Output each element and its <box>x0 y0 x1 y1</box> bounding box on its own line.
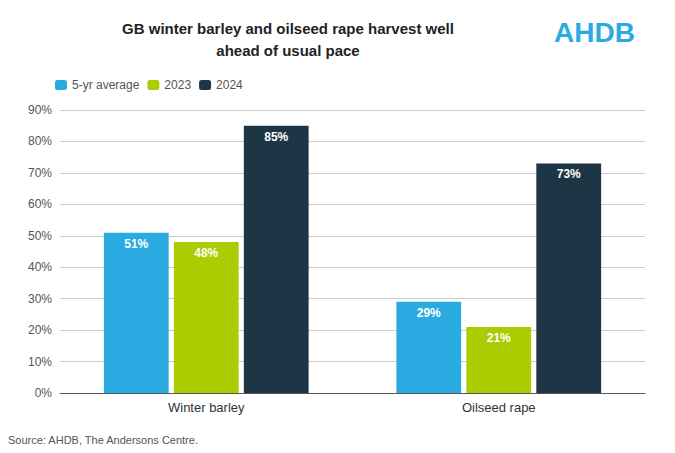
svg-text:AHDB: AHDB <box>554 17 635 48</box>
svg-text:21%: 21% <box>487 331 511 345</box>
svg-text:70%: 70% <box>28 166 52 180</box>
svg-text:2023: 2023 <box>164 78 191 92</box>
svg-text:60%: 60% <box>28 197 52 211</box>
svg-text:10%: 10% <box>28 355 52 369</box>
svg-text:Source: AHDB, The Andersons Ce: Source: AHDB, The Andersons Centre. <box>8 434 198 446</box>
svg-text:2024: 2024 <box>216 78 243 92</box>
svg-text:85%: 85% <box>264 130 288 144</box>
svg-text:ahead of usual pace: ahead of usual pace <box>216 42 359 59</box>
svg-text:40%: 40% <box>28 260 52 274</box>
svg-text:48%: 48% <box>194 246 218 260</box>
svg-text:GB winter barley and oilseed r: GB winter barley and oilseed rape harves… <box>122 20 454 37</box>
svg-text:73%: 73% <box>557 167 581 181</box>
svg-text:30%: 30% <box>28 292 52 306</box>
svg-text:5-yr average: 5-yr average <box>72 78 140 92</box>
svg-text:Winter barley: Winter barley <box>168 400 245 415</box>
svg-text:80%: 80% <box>28 134 52 148</box>
svg-text:Oilseed rape: Oilseed rape <box>462 400 536 415</box>
svg-text:50%: 50% <box>28 229 52 243</box>
svg-text:90%: 90% <box>28 103 52 117</box>
svg-text:29%: 29% <box>417 306 441 320</box>
svg-text:51%: 51% <box>124 237 148 251</box>
svg-text:20%: 20% <box>28 323 52 337</box>
svg-text:0%: 0% <box>35 386 53 400</box>
